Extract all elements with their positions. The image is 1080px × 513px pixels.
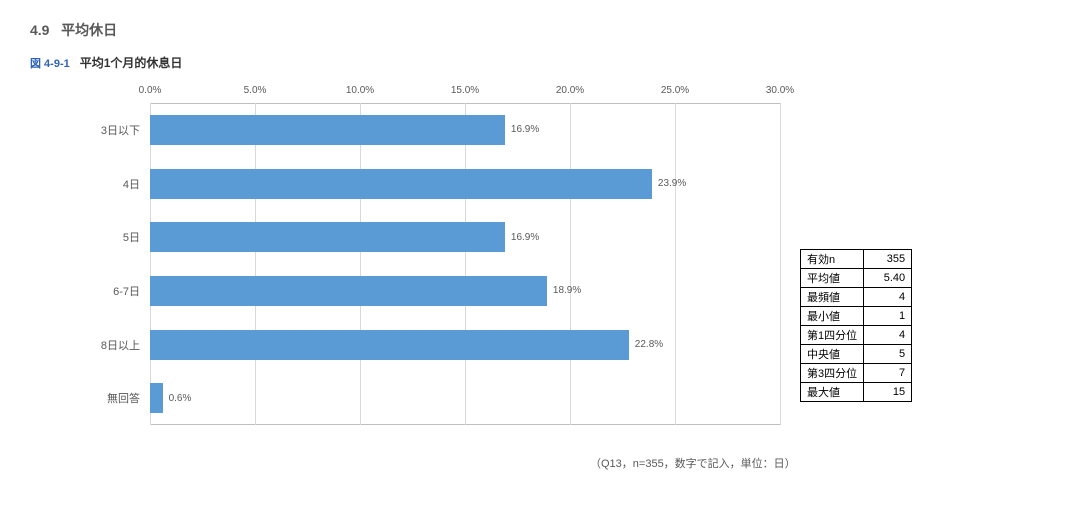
bar-value-label: 16.9%: [511, 124, 539, 135]
bar-row: 4日23.9%: [150, 169, 780, 199]
gridline: [780, 103, 781, 425]
x-tick: 0.0%: [139, 85, 162, 96]
stats-row: 最小値1: [801, 306, 912, 325]
figure-header: 図 4-9-1 平均1个月的休息日: [30, 54, 1050, 71]
bar-value-label: 22.8%: [635, 339, 663, 350]
stats-row: 第1四分位4: [801, 325, 912, 344]
category-label: 無回答: [107, 390, 150, 406]
stats-value: 5.40: [864, 268, 912, 287]
plot-area: 3日以下16.9% 4日23.9% 5日16.9% 6-7日18.9% 8日以上22.8…: [150, 103, 780, 425]
stats-label: 平均値: [801, 268, 864, 287]
stats-value: 355: [864, 249, 912, 268]
section-number: 4.9: [30, 22, 49, 38]
x-tick: 10.0%: [346, 85, 374, 96]
section-title: 4.9 平均休日: [30, 20, 1050, 40]
category-label: 3日以下: [101, 122, 150, 138]
stats-row: 最大値15: [801, 382, 912, 401]
stats-row: 有効n355: [801, 249, 912, 268]
bar-row: 8日以上22.8%: [150, 330, 780, 360]
bar-row: 無回答0.6%: [150, 383, 780, 413]
stats-value: 4: [864, 287, 912, 306]
gridline: [255, 103, 256, 425]
stats-label: 有効n: [801, 249, 864, 268]
stats-label: 第3四分位: [801, 363, 864, 382]
bar: [150, 383, 163, 413]
category-label: 5日: [123, 229, 150, 245]
gridline: [675, 103, 676, 425]
bar: [150, 276, 547, 306]
stats-table: 有効n355平均値5.40最頻値4最小値1第1四分位4中央値5第3四分位7最大値…: [800, 249, 912, 402]
stats-label: 最小値: [801, 306, 864, 325]
category-label: 4日: [123, 176, 150, 192]
stats-value: 1: [864, 306, 912, 325]
stats-value: 7: [864, 363, 912, 382]
gridline: [465, 103, 466, 425]
bar-row: 3日以下16.9%: [150, 115, 780, 145]
section-name: 平均休日: [61, 22, 117, 38]
stats-row: 中央値5: [801, 344, 912, 363]
gridline: [360, 103, 361, 425]
stats-row: 最頻値4: [801, 287, 912, 306]
stats-label: 最大値: [801, 382, 864, 401]
gridline: [150, 103, 151, 425]
bar-value-label: 0.6%: [169, 393, 192, 404]
bar-value-label: 23.9%: [658, 178, 686, 189]
stats-label: 最頻値: [801, 287, 864, 306]
gridline: [570, 103, 571, 425]
figure-number: 図 4-9-1: [30, 55, 70, 71]
stats-label: 中央値: [801, 344, 864, 363]
x-tick: 20.0%: [556, 85, 584, 96]
footnote: （Q13，n=355，数字で記入，単位：日）: [590, 455, 1050, 471]
figure-title: 平均1个月的休息日: [80, 54, 183, 71]
bar-row: 5日16.9%: [150, 222, 780, 252]
bar-row: 6-7日18.9%: [150, 276, 780, 306]
bar-value-label: 18.9%: [553, 285, 581, 296]
bar: [150, 222, 505, 252]
category-label: 8日以上: [101, 337, 150, 353]
x-axis: 0.0%5.0%10.0%15.0%20.0%25.0%30.0%: [150, 85, 780, 103]
stats-value: 5: [864, 344, 912, 363]
x-tick: 5.0%: [244, 85, 267, 96]
bar-value-label: 16.9%: [511, 232, 539, 243]
stats-value: 15: [864, 382, 912, 401]
stats-row: 第3四分位7: [801, 363, 912, 382]
stats-value: 4: [864, 325, 912, 344]
category-label: 6-7日: [113, 283, 150, 299]
stats-label: 第1四分位: [801, 325, 864, 344]
bar: [150, 330, 629, 360]
x-tick: 30.0%: [766, 85, 794, 96]
bar: [150, 169, 652, 199]
x-tick: 25.0%: [661, 85, 689, 96]
x-tick: 15.0%: [451, 85, 479, 96]
bar-chart: 0.0%5.0%10.0%15.0%20.0%25.0%30.0% 3日以下16…: [80, 85, 780, 445]
stats-row: 平均値5.40: [801, 268, 912, 287]
bar: [150, 115, 505, 145]
